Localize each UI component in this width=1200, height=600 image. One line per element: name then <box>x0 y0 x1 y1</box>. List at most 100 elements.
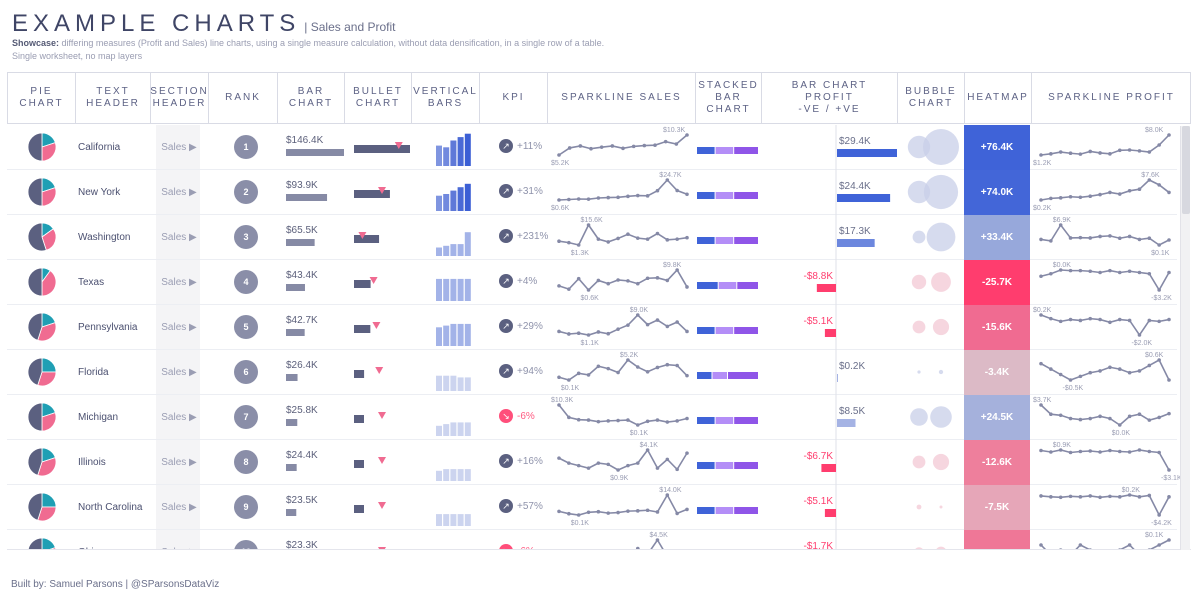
sparkline-point <box>1068 236 1073 240</box>
table-row[interactable]: California Sales ▶ 1 $146.4K ↗ +11% $10.3K $5.2… <box>7 125 1177 170</box>
vertical-bar <box>464 133 471 166</box>
table-row[interactable]: North Carolina Sales ▶ 9 $23.5K ↗ +57% $14.0K $… <box>7 485 1177 530</box>
sparkline-line <box>636 538 664 549</box>
column-header[interactable]: BAR CHART <box>278 73 345 123</box>
sparkline-point <box>1117 495 1122 499</box>
scrollbar-thumb[interactable] <box>1182 126 1190 214</box>
bullet-target-marker <box>372 322 381 329</box>
rank-cell: 8 <box>208 440 277 485</box>
sparkline-max-label: $0.1K <box>1145 532 1164 539</box>
sparkline-point <box>626 463 630 468</box>
bubble-chart-cell <box>897 170 964 215</box>
state-name: Michigan <box>78 412 119 423</box>
table-row[interactable]: New York Sales ▶ 2 $93.9K ↗ +31% $24.7K $0.6K $2… <box>7 170 1177 215</box>
pie-slice <box>27 492 43 521</box>
sparkline-point <box>576 371 581 376</box>
profit-bar-cell: $0.2K <box>761 350 897 395</box>
column-header[interactable]: BUBBLE CHART <box>898 73 965 123</box>
cell-chart: $9.8K $0.6K <box>557 262 689 302</box>
sparkline-point <box>557 198 561 202</box>
sparkline-point <box>1137 369 1142 373</box>
table-row[interactable]: Illinois Sales ▶ 8 $24.4K ↗ +16% $4.1K $0.9K -$6… <box>7 440 1182 485</box>
table-row[interactable]: Pennsylvania Sales ▶ 5 $42.7K ↗ +29% $9.0K $1.1… <box>7 305 1177 350</box>
stacked-bar-segment <box>718 282 737 289</box>
vertical-bar <box>464 232 471 256</box>
cell-chart <box>27 177 57 207</box>
column-header[interactable]: VERTICAL BARS <box>412 73 480 123</box>
sparkline-point <box>1167 538 1171 542</box>
sparkline-point <box>626 358 630 362</box>
cell-chart: $0.6K -$0.5K <box>1039 352 1171 392</box>
cell-chart <box>354 187 390 198</box>
sparkline-point <box>1068 378 1073 382</box>
profit-bar <box>837 419 856 427</box>
vertical-bar <box>457 469 464 481</box>
bar-chart-cell: $43.4K <box>277 260 344 305</box>
column-header[interactable]: PIE CHART <box>8 73 76 123</box>
sparkline-point <box>1078 318 1083 323</box>
rank-cell: 2 <box>208 170 277 215</box>
sparkline-point <box>576 513 581 517</box>
kpi-cell: ↗ +31% <box>479 170 547 215</box>
column-header[interactable]: RANK <box>209 73 278 123</box>
stacked-bar-segment <box>737 282 758 289</box>
heatmap-cell: +74.0K <box>964 170 1031 215</box>
table-row[interactable]: Florida Sales ▶ 6 $26.4K ↗ +94% $5.2K $0.1K $0.2… <box>7 350 1177 395</box>
sparkline-point <box>1098 414 1102 419</box>
column-header[interactable]: KPI <box>480 73 548 123</box>
sparkline-point <box>1088 416 1093 421</box>
sparkline-point <box>1068 494 1073 499</box>
stacked-bar-cell <box>695 215 761 260</box>
column-header[interactable]: SPARKLINE SALES <box>548 73 696 123</box>
vertical-bar <box>464 377 471 391</box>
sparkline-point <box>1117 270 1122 275</box>
sparkline-point <box>1147 418 1152 422</box>
vertical-scrollbar[interactable] <box>1180 126 1190 550</box>
column-header[interactable]: HEATMAP <box>965 73 1032 123</box>
sparkline-point <box>1088 194 1093 199</box>
bullet-target-marker <box>394 142 403 149</box>
sparkline-point <box>1108 320 1112 325</box>
sales-value-label: $43.4K <box>286 270 318 281</box>
sparkline-point <box>1078 449 1083 454</box>
cell-chart <box>910 406 952 428</box>
sparkline-point <box>596 278 601 283</box>
sales-bar <box>286 464 297 471</box>
sparkline-max-label: $10.3K <box>551 397 574 404</box>
column-header[interactable]: SPARKLINE PROFIT <box>1032 73 1191 123</box>
rank-badge: 10 <box>234 540 258 549</box>
sparkline-line <box>558 178 688 201</box>
table-row[interactable]: Texas Sales ▶ 4 $43.4K ↗ +4% $9.8K $0.6K -$8.8K -… <box>7 260 1177 305</box>
sparkline-min-label: $0.6K <box>581 295 600 302</box>
table-row[interactable]: Washington Sales ▶ 3 $65.5K ↗ +231% $15.6K $1.3… <box>7 215 1177 260</box>
column-header[interactable]: STACKED BAR CHART <box>696 73 762 123</box>
vertical-bar <box>464 323 471 346</box>
sparkline-sales-cell: $15.6K $1.3K <box>547 215 695 260</box>
kpi-cell: ↗ +57% <box>479 485 547 530</box>
column-header[interactable]: BAR CHART PROFIT -VE / +VE <box>762 73 898 123</box>
sparkline-point <box>1108 494 1112 499</box>
column-header[interactable]: BULLET CHART <box>345 73 412 123</box>
sparkline-point <box>626 232 630 237</box>
vertical-bars-cell <box>411 305 479 350</box>
sparkline-min-label: $0.1K <box>561 385 580 392</box>
sparkline-point <box>1039 198 1043 202</box>
bullet-bar <box>354 415 364 423</box>
rank-badge: 9 <box>234 495 258 519</box>
sparkline-point <box>557 456 561 460</box>
column-header[interactable]: SECTION HEADER <box>150 73 209 123</box>
cell-chart <box>436 278 471 301</box>
sparkline-point <box>1058 223 1063 227</box>
vertical-bar <box>450 244 457 256</box>
sparkline-point <box>655 276 660 280</box>
sparkline-point <box>635 313 640 317</box>
column-header[interactable]: TEXT HEADER <box>76 73 151 123</box>
sparkline-point <box>1167 378 1171 382</box>
sparkline-point <box>1127 318 1132 323</box>
section-header-label: Sales ▶ <box>161 412 197 423</box>
table-row[interactable]: Michigan Sales ▶ 7 $25.8K ↘ -6% $10.3K $0.1K $8.… <box>7 395 1177 440</box>
cell-chart: $17.3K <box>835 215 875 260</box>
arrow-up-right-icon: ↗ <box>499 319 513 333</box>
kpi-cell: ↗ +11% <box>479 125 547 170</box>
table-row[interactable]: OhioSales ▶ 10 $23.3K ↘ -6% $4.5K -$1.7K $0.1K <box>7 530 1177 549</box>
